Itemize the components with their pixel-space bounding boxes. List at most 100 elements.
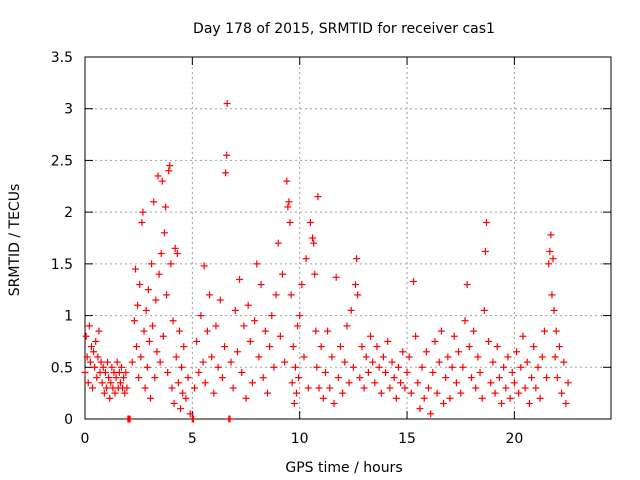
data-point [166,162,174,170]
data-point [353,255,361,263]
data-point [319,394,327,402]
data-point [186,410,194,418]
data-point [242,394,250,402]
data-point [356,374,364,382]
data-point [425,384,433,392]
data-point [433,389,441,397]
data-point [352,281,360,289]
data-point [294,322,302,330]
data-point [122,368,130,376]
data-point [165,167,173,175]
x-tick-label: 5 [188,431,197,447]
data-point [169,317,177,325]
data-point [540,327,548,335]
data-point [491,389,499,397]
data-point [208,353,216,361]
data-point [478,394,486,402]
data-point [142,306,150,314]
data-point [343,322,351,330]
data-point [536,394,544,402]
data-point [104,358,112,366]
data-point [214,363,222,371]
x-tick-label: 20 [505,431,523,447]
data-point [229,384,237,392]
data-point [295,374,303,382]
data-point [498,399,506,407]
data-point [283,177,291,185]
data-point [392,394,400,402]
data-point [172,353,180,361]
data-point [83,353,91,361]
x-tick-label: 10 [291,431,309,447]
data-point [548,291,556,299]
data-point [481,247,489,255]
data-point [95,327,103,335]
data-point [302,255,310,263]
data-point [146,394,154,402]
x-tick-label: 15 [398,431,416,447]
data-point [156,358,164,366]
y-tick-label: 3.5 [51,50,73,66]
data-point [367,332,375,340]
data-point [414,379,422,387]
data-point [314,193,322,201]
data-point [543,374,551,382]
data-point [547,231,555,239]
data-point [116,379,124,387]
data-point [358,343,366,351]
data-point [525,399,533,407]
data-point [160,229,168,237]
x-axis-label: GPS time / hours [285,460,402,476]
data-point [394,363,402,371]
data-point [139,208,147,216]
data-point [495,374,503,382]
data-point [167,260,175,268]
data-point [92,337,100,345]
data-point [236,275,244,283]
data-point [429,368,437,376]
data-point [560,358,568,366]
data-point [120,374,128,382]
data-point [134,301,142,309]
data-point [289,343,297,351]
data-point [310,239,318,247]
data-point [190,384,198,392]
data-point [315,384,323,392]
data-point [326,384,334,392]
data-point [371,379,379,387]
data-point [212,322,220,330]
data-point [91,363,99,371]
data-point [174,379,182,387]
data-point [222,169,230,177]
data-point [405,353,413,361]
data-point [502,384,510,392]
y-tick-label: 3 [64,102,73,118]
data-point [281,358,289,366]
data-point [463,281,471,289]
data-point [545,260,553,268]
data-point [399,348,407,356]
data-point [403,368,411,376]
data-point [162,203,170,211]
data-point [555,343,563,351]
data-point [144,286,152,294]
data-point [163,291,171,299]
data-point [223,151,231,159]
data-point [549,255,557,263]
data-point [397,379,405,387]
data-point [552,327,560,335]
data-point [517,363,525,371]
data-point [85,322,93,330]
data-point [221,343,229,351]
data-point [101,368,109,376]
data-point [510,379,518,387]
axis-ticks: 0 0.5 1 1.5 2 2.5 3 3.5 0 5 10 15 20 [51,50,611,447]
y-tick-label: 2 [64,205,73,221]
data-point [311,270,319,278]
data-point [86,358,94,366]
data-point [360,384,368,392]
data-point [179,389,187,397]
data-point [334,374,342,382]
data-point [349,363,357,371]
data-point [291,363,299,371]
